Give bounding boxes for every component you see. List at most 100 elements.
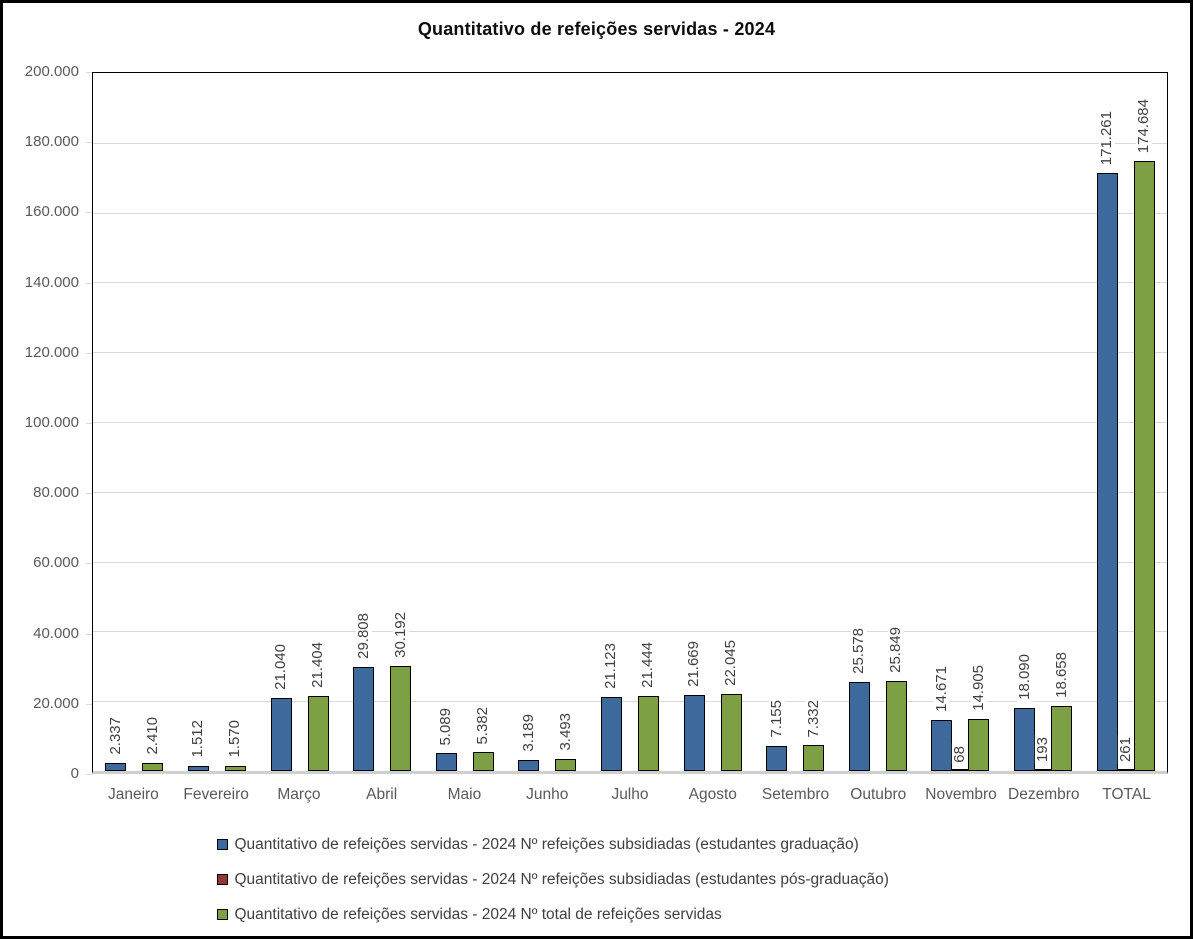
bar-total[interactable] — [472, 752, 494, 771]
bar-pos-graduacao[interactable] — [1035, 769, 1051, 771]
bar-slot-graduacao: 21.669 — [683, 73, 705, 771]
bar-graduacao[interactable] — [270, 697, 292, 771]
bar-graduacao[interactable] — [931, 719, 953, 771]
data-label: 1.512 — [189, 718, 207, 760]
bar-total[interactable] — [1051, 705, 1072, 771]
x-axis-label: Dezembro — [1008, 786, 1080, 803]
bar-slot-pos-graduacao — [870, 73, 886, 771]
gridline — [93, 142, 1167, 144]
legend-label: Quantitativo de refeições servidas - 202… — [234, 870, 889, 888]
data-label: 174.684 — [1135, 97, 1153, 156]
data-label: 30.192 — [391, 609, 409, 660]
y-axis-tick — [86, 282, 92, 284]
bar-graduacao[interactable] — [518, 759, 540, 771]
bar-slot-pos-graduacao: 193 — [1034, 73, 1052, 771]
bar-total[interactable] — [224, 765, 246, 771]
bar-slot-pos-graduacao — [787, 73, 803, 771]
legend-item-total[interactable]: Quantitativo de refeições servidas - 202… — [216, 897, 977, 932]
bar-graduacao[interactable] — [600, 697, 622, 771]
bar-slot-pos-graduacao: 261 — [1117, 73, 1134, 771]
data-label: 2.337 — [106, 715, 124, 757]
bar-total[interactable] — [390, 665, 412, 771]
bar-slot-graduacao: 1.512 — [187, 73, 209, 771]
y-axis-label: 60.000 — [33, 554, 79, 572]
data-label: 1.570 — [226, 717, 244, 760]
bar-graduacao[interactable] — [848, 681, 870, 771]
data-label: 171.261 — [1098, 109, 1116, 168]
y-axis-tick — [86, 72, 92, 73]
bar-slot-total: 25.849 — [885, 73, 907, 771]
bar-graduacao[interactable] — [683, 695, 705, 771]
gridline — [93, 701, 1167, 703]
category-group-total: 171.261 261 174.684 — [1084, 73, 1167, 771]
bar-total[interactable] — [307, 696, 329, 771]
x-axis-label: TOTAL — [1102, 786, 1151, 803]
bar-total[interactable] — [803, 745, 825, 771]
gridline — [93, 282, 1167, 284]
data-label: 5.089 — [437, 705, 455, 748]
x-axis-label: Setembro — [761, 786, 830, 803]
data-label: 21.444 — [639, 640, 657, 691]
x-axis-label: Junho — [526, 786, 569, 803]
legend-item-pos-graduacao[interactable]: Quantitativo de refeições servidas - 202… — [216, 862, 977, 897]
category-group-julho: 21.123 21.444 — [589, 73, 672, 771]
bar-total[interactable] — [555, 758, 577, 771]
data-label: 22.045 — [722, 638, 740, 689]
y-axis-tick — [86, 563, 92, 565]
bar-pos-graduacao[interactable] — [952, 769, 969, 771]
y-axis-label: 0 — [70, 765, 79, 782]
bar-total[interactable] — [1133, 161, 1155, 771]
bar-graduacao[interactable] — [1096, 173, 1118, 771]
bar-graduacao[interactable] — [1014, 707, 1035, 771]
bar-pos-graduacao[interactable] — [1117, 769, 1134, 771]
category-group-setembro: 7.155 7.332 — [754, 73, 837, 771]
bar-slot-total: 1.570 — [224, 73, 246, 771]
x-axis-label: Julho — [611, 786, 649, 803]
bar-total[interactable] — [637, 696, 659, 771]
category-group-janeiro: 2.337 2.410 — [93, 73, 176, 771]
bar-slot-graduacao: 5.089 — [435, 73, 457, 771]
bar-graduacao[interactable] — [353, 666, 375, 771]
bar-slot-graduacao: 18.090 — [1014, 73, 1035, 771]
plot-area[interactable]: 2.337 2.410 1.512 1.570 21.040 21.404 29.808 30… — [92, 72, 1168, 774]
data-label: 7.155 — [767, 698, 785, 741]
bar-graduacao[interactable] — [105, 762, 127, 771]
bar-slot-total: 21.404 — [307, 73, 329, 771]
bar-graduacao[interactable] — [435, 753, 457, 771]
bar-total[interactable] — [885, 680, 907, 771]
data-label: 18.090 — [1015, 651, 1033, 702]
bar-total[interactable] — [142, 762, 164, 771]
x-axis: Janeiro Fevereiro Março Abril Maio Junho Julho… — [92, 786, 1168, 804]
y-axis-label: 40.000 — [33, 624, 79, 642]
bar-graduacao[interactable] — [766, 746, 788, 771]
bar-graduacao[interactable] — [187, 765, 209, 771]
y-axis-label: 160.000 — [24, 203, 79, 221]
legend-item-graduacao[interactable]: Quantitativo de refeições servidas - 202… — [216, 827, 977, 862]
bar-slot-graduacao: 21.123 — [600, 73, 622, 771]
bar-slot-total: 5.382 — [472, 73, 494, 771]
legend-marker-icon — [216, 874, 228, 885]
bar-total[interactable] — [968, 719, 990, 771]
chart-title: Quantitativo de refeições servidas - 202… — [417, 19, 776, 39]
bar-slot-graduacao: 3.189 — [518, 73, 540, 771]
x-axis-label: Abril — [366, 786, 398, 803]
bar-slot-total: 21.444 — [637, 73, 659, 771]
bar-slot-pos-graduacao — [539, 73, 555, 771]
data-label: 25.578 — [850, 625, 868, 676]
legend-label: Quantitativo de refeições servidas - 202… — [234, 905, 722, 923]
data-label: 193 — [1034, 735, 1052, 765]
category-group-novembro: 14.671 68 14.905 — [919, 73, 1002, 771]
bar-slot-total: 2.410 — [142, 73, 164, 771]
data-label: 14.905 — [970, 663, 988, 713]
bar-total[interactable] — [720, 694, 742, 771]
gridline — [93, 422, 1167, 423]
bar-slot-pos-graduacao — [374, 73, 390, 771]
y-axis-label: 100.000 — [24, 414, 79, 431]
gridline — [93, 352, 1167, 354]
x-axis-label: Janeiro — [107, 786, 159, 803]
data-label: 21.123 — [602, 641, 620, 692]
y-axis-tick — [86, 423, 92, 424]
y-axis-tick — [86, 703, 92, 705]
y-axis-tick — [86, 212, 92, 214]
